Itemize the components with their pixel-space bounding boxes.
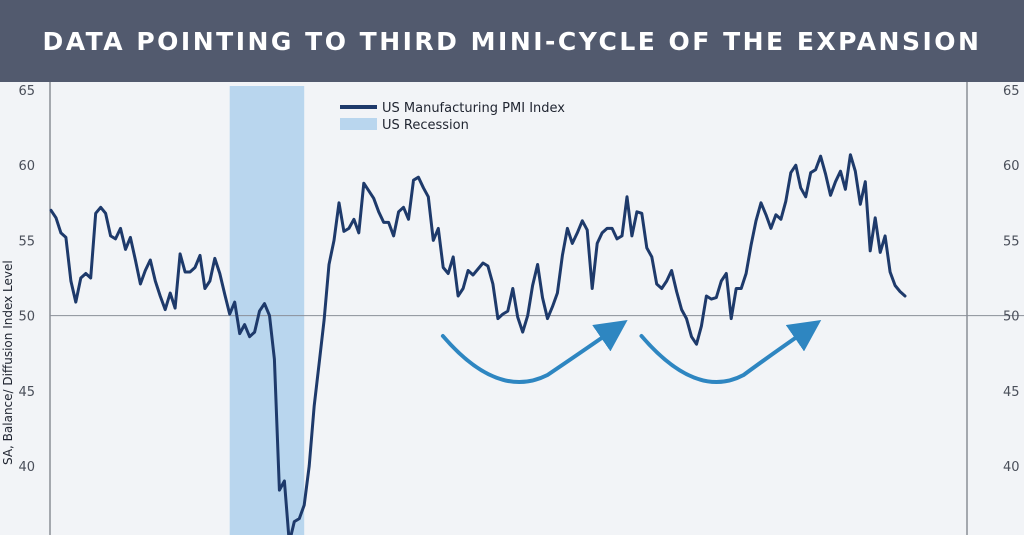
legend-recession-swatch xyxy=(340,118,377,130)
y-tick-left: 50 xyxy=(18,310,35,325)
y-tick-right: 40 xyxy=(1003,460,1020,475)
page-title: DATA POINTING TO THIRD MINI-CYCLE OF THE… xyxy=(42,26,982,56)
y-tick-left: 60 xyxy=(18,159,35,174)
y-tick-right: 45 xyxy=(1003,385,1020,400)
legend-pmi-label: US Manufacturing PMI Index xyxy=(382,101,565,116)
y-tick-right: 60 xyxy=(1003,159,1020,174)
cycle-arrow xyxy=(440,320,628,384)
pmi-line xyxy=(49,153,907,535)
title-banner: DATA POINTING TO THIRD MINI-CYCLE OF THE… xyxy=(0,0,1024,82)
y-axis-title: SA, Balance/ Diffusion Index Level xyxy=(1,260,15,465)
y-tick-left: 55 xyxy=(18,234,35,249)
y-tick-left: 65 xyxy=(18,84,35,99)
y-tick-left: 40 xyxy=(18,460,35,475)
y-tick-right: 65 xyxy=(1003,84,1020,99)
y-tick-right: 50 xyxy=(1003,310,1020,325)
y-tick-right: 55 xyxy=(1003,234,1020,249)
legend-recession-label: US Recession xyxy=(382,118,469,133)
cycle-arrow xyxy=(639,320,822,384)
y-tick-left: 45 xyxy=(18,385,35,400)
